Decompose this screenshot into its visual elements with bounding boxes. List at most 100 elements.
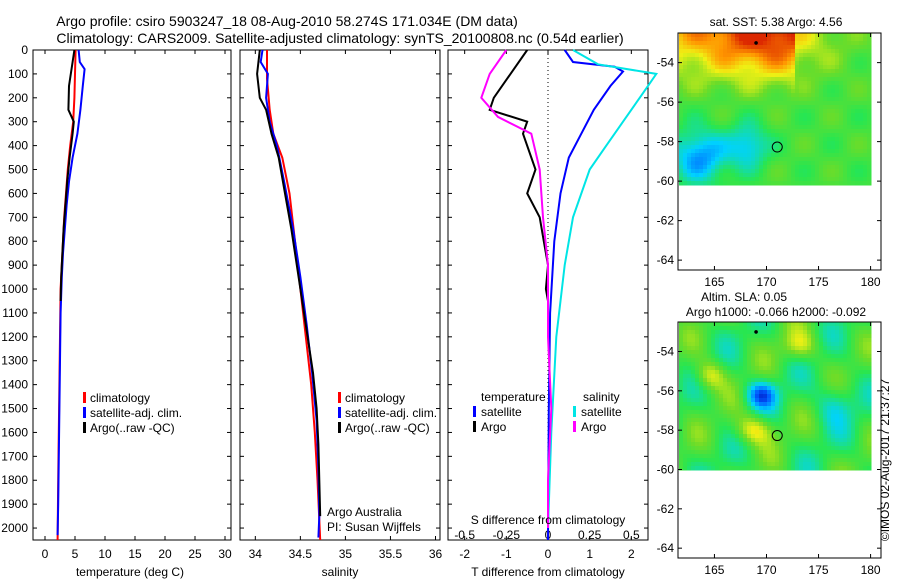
heatmap-cell [727, 65, 732, 70]
heatmap-cell [839, 173, 844, 178]
heatmap-cell [847, 69, 852, 74]
heatmap-cell [719, 426, 724, 431]
heatmap-cell [707, 322, 712, 327]
depth-tick-label: 1200 [1, 330, 28, 344]
heatmap-cell [747, 422, 752, 427]
heatmap-cell [687, 53, 692, 58]
heatmap-cell [835, 462, 840, 467]
heatmap-cell [743, 366, 748, 371]
heatmap-cell [727, 93, 732, 98]
heatmap-cell [755, 69, 760, 74]
heatmap-cell [775, 346, 780, 351]
heatmap-cell [699, 338, 704, 343]
heatmap-cell [859, 342, 864, 347]
heatmap-cell [835, 113, 840, 118]
heatmap-cell [839, 354, 844, 359]
heatmap-cell [867, 181, 872, 186]
heatmap-cell [803, 149, 808, 154]
heatmap-cell [719, 386, 724, 391]
heatmap-cell [703, 394, 708, 399]
heatmap-cell [687, 41, 692, 46]
heatmap-cell [811, 49, 816, 54]
heatmap-cell [863, 89, 868, 94]
heatmap-cell [751, 450, 756, 455]
heatmap-cell [719, 117, 724, 122]
heatmap-cell [831, 350, 836, 355]
heatmap-cell [751, 129, 756, 134]
heatmap-cell [783, 61, 788, 66]
heatmap-cell [843, 73, 848, 78]
heatmap-cell [843, 362, 848, 367]
heatmap-cell [795, 145, 800, 150]
heatmap-cell [831, 330, 836, 335]
heatmap-cell [691, 181, 696, 186]
heatmap-cell [811, 446, 816, 451]
heatmap-cell [843, 37, 848, 42]
heatmap-cell [763, 342, 768, 347]
heatmap-cell [811, 362, 816, 367]
heatmap-cell [751, 73, 756, 78]
heatmap-cell [847, 53, 852, 58]
heatmap-cell [751, 446, 756, 451]
heatmap-cell [695, 326, 700, 331]
heatmap-cell [735, 326, 740, 331]
heatmap-cell [703, 133, 708, 138]
heatmap-cell [683, 177, 688, 182]
heatmap-cell [751, 69, 756, 74]
heatmap-cell [831, 113, 836, 118]
heatmap-cell [851, 446, 856, 451]
heatmap-cell [807, 446, 812, 451]
heatmap-cell [795, 334, 800, 339]
heatmap-cell [791, 438, 796, 443]
heatmap-cell [815, 85, 820, 90]
heatmap-cell [739, 442, 744, 447]
heatmap-cell [743, 65, 748, 70]
heatmap-cell [695, 422, 700, 427]
heatmap-cell [863, 173, 868, 178]
heatmap-cell [751, 398, 756, 403]
sla-map-panel: Altim. SLA: 0.05 Argo h1000: -0.066 h200… [657, 290, 882, 577]
heatmap-cell [743, 418, 748, 423]
heatmap-cell [795, 338, 800, 343]
heatmap-cell [703, 378, 708, 383]
heatmap-cell [683, 462, 688, 467]
heatmap-cell [767, 394, 772, 399]
heatmap-cell [799, 326, 804, 331]
heatmap-cell [807, 366, 812, 371]
heatmap-cell [807, 382, 812, 387]
heatmap-cell [747, 53, 752, 58]
heatmap-cell [743, 109, 748, 114]
heatmap-cell [831, 81, 836, 86]
heatmap-cell [695, 418, 700, 423]
heatmap-cell [755, 97, 760, 102]
heatmap-cell [687, 133, 692, 138]
heatmap-cell [779, 49, 784, 54]
heatmap-cell [743, 125, 748, 130]
heatmap-cell [799, 121, 804, 126]
heatmap-cell [719, 402, 724, 407]
heatmap-cell [823, 342, 828, 347]
heatmap-cell [859, 422, 864, 427]
heatmap-cell [807, 342, 812, 347]
heatmap-cell [711, 450, 716, 455]
heatmap-cell [751, 354, 756, 359]
heatmap-cell [731, 153, 736, 158]
heatmap-cell [759, 350, 764, 355]
heatmap-cell [803, 442, 808, 447]
heatmap-cell [763, 161, 768, 166]
heatmap-cell [699, 394, 704, 399]
heatmap-cell [819, 358, 824, 363]
map-x-tick-label: 170 [756, 563, 776, 577]
heatmap-cell [679, 69, 684, 74]
heatmap-cell [839, 81, 844, 86]
heatmap-cell [803, 322, 808, 327]
heatmap-cell [779, 446, 784, 451]
heatmap-cell [679, 402, 684, 407]
heatmap-cell [703, 426, 708, 431]
heatmap-cell [831, 117, 836, 122]
heatmap-cell [755, 149, 760, 154]
heatmap-cell [731, 125, 736, 130]
heatmap-cell [839, 466, 844, 471]
heatmap-cell [815, 141, 820, 146]
heatmap-cell [723, 438, 728, 443]
